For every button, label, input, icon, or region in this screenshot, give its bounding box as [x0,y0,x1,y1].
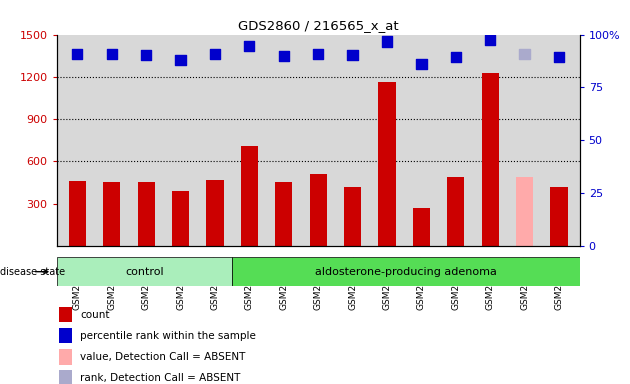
Title: GDS2860 / 216565_x_at: GDS2860 / 216565_x_at [238,19,398,32]
Bar [57,257,232,286]
Point [485,37,495,43]
Text: aldosterone-producing adenoma: aldosterone-producing adenoma [315,266,497,277]
Text: control: control [125,266,164,277]
Bar [275,182,292,246]
Point [244,43,255,49]
Bar [59,371,72,384]
Text: disease state: disease state [0,266,65,277]
Point [278,53,289,59]
Bar [59,328,72,343]
Point [348,52,358,58]
Text: percentile rank within the sample: percentile rank within the sample [80,331,256,341]
Bar [447,177,464,246]
Bar [103,182,120,246]
Bar [344,187,361,246]
Bar [69,181,86,246]
Bar [516,177,533,246]
Bar [379,83,396,246]
Bar [232,257,580,286]
Point [450,54,461,60]
Bar [481,73,499,246]
Point [554,54,564,60]
Bar [241,146,258,246]
Text: value, Detection Call = ABSENT: value, Detection Call = ABSENT [80,352,246,362]
Point [520,51,530,57]
Bar [309,174,327,246]
Point [382,38,392,45]
Point [176,57,186,63]
Point [416,61,427,67]
Point [141,52,151,58]
Bar [172,191,189,246]
Bar [207,180,224,246]
Point [313,51,323,57]
Text: rank, Detection Call = ABSENT: rank, Detection Call = ABSENT [80,373,241,383]
Point [72,51,83,57]
Point [210,51,220,57]
Bar [551,187,568,246]
Point [106,51,117,57]
Bar [137,182,155,246]
Bar [59,307,72,322]
Bar [59,349,72,364]
Text: count: count [80,310,110,320]
Bar [413,208,430,246]
